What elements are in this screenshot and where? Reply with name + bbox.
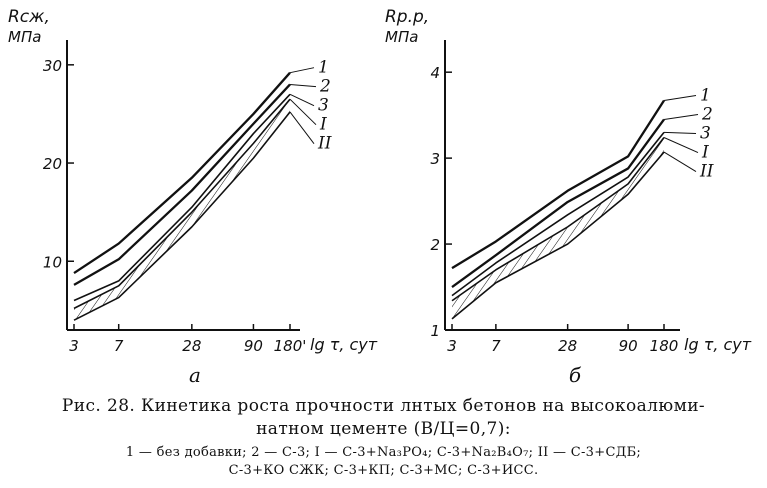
series-line-II [73, 111, 291, 321]
y-tick-label: 2 [430, 236, 440, 254]
x-axis-label: lg τ, сут [310, 335, 378, 354]
panel-label: б [569, 363, 582, 387]
series-label-3: 3 [700, 124, 711, 144]
y-axis-label: Rр.р, [385, 7, 429, 27]
series-label-I: I [319, 115, 327, 135]
y-axis-unit: МПа [385, 28, 418, 46]
hatched-band [452, 137, 664, 319]
x-tick-label: 180' [274, 337, 307, 355]
series-line-3 [73, 93, 291, 302]
figure-caption-legend-cont: С-3+КО СЖК; С-3+КП; С-3+МС; С-3+ИСС. [228, 463, 539, 478]
x-tick-label: 28 [182, 337, 201, 355]
series-leader-3 [663, 131, 697, 135]
y-tick-label: 3 [430, 150, 440, 168]
series-leader-3 [289, 93, 315, 107]
series-label-1: 1 [318, 58, 329, 78]
series-line-3 [451, 131, 665, 297]
x-tick-label: 3 [447, 337, 457, 355]
series-leader-I [663, 137, 699, 154]
series-leader-2 [663, 114, 699, 120]
series-label-2: 2 [319, 77, 331, 97]
figure-caption-legend: 1 — без добавки; 2 — С-3; I — С-3+Na₃PO₄… [125, 445, 642, 460]
x-tick-label: 3 [69, 337, 79, 355]
series-label-3: 3 [318, 96, 329, 116]
x-tick-label: 7 [114, 337, 124, 355]
x-tick-label: 180 [650, 337, 679, 355]
y-tick-label: 20 [43, 155, 62, 173]
x-tick-label: 7 [491, 337, 501, 355]
series-label-1: 1 [700, 86, 711, 106]
x-tick-label: 90 [244, 337, 263, 355]
y-tick-label: 1 [430, 322, 440, 340]
y-tick-label: 30 [43, 57, 62, 75]
series-leader-1 [663, 95, 697, 102]
y-tick-label: 10 [43, 253, 62, 271]
series-leader-1 [289, 67, 315, 74]
figure-caption-title-cont: натном цементе (В/Ц=0,7): [256, 419, 511, 439]
y-axis-label: Rсж, [8, 7, 50, 27]
series-line-I [451, 137, 665, 302]
x-tick-label: 28 [558, 337, 577, 355]
series-leader-II [289, 111, 315, 144]
series-label-II: II [699, 162, 714, 182]
series-leader-2 [289, 83, 317, 88]
series-line-2 [451, 118, 665, 288]
figure-caption-title: Рис. 28. Кинетика роста прочности лнтых … [61, 396, 706, 416]
x-axis-label: lg τ, сут [684, 335, 752, 354]
series-label-I: I [701, 143, 709, 163]
series-line-II [451, 151, 665, 320]
series-line-1 [73, 71, 291, 274]
panel-label: а [189, 363, 201, 387]
series-line-I [73, 98, 291, 310]
series-leader-I [289, 98, 317, 126]
y-axis-unit: МПа [8, 28, 41, 46]
series-label-II: II [317, 134, 332, 154]
series-label-2: 2 [701, 105, 713, 125]
series-leader-II [663, 151, 697, 172]
series-line-1 [451, 99, 665, 270]
x-tick-label: 90 [619, 337, 638, 355]
series-line-2 [73, 83, 291, 286]
y-tick-label: 4 [430, 64, 440, 82]
